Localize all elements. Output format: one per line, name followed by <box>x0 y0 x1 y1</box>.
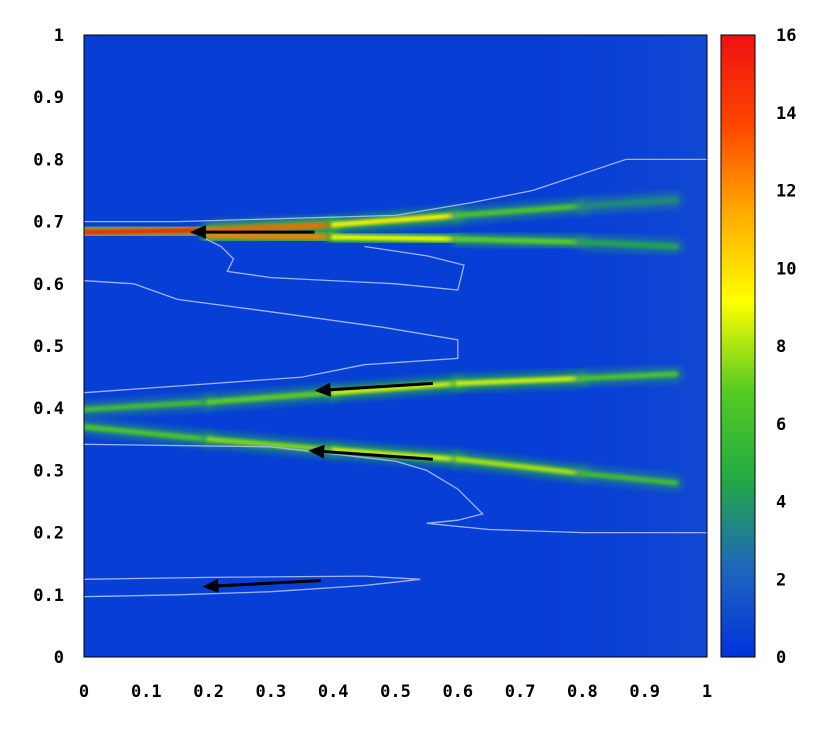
contour-line <box>195 233 465 291</box>
y-tick-label: 0.3 <box>33 461 64 481</box>
x-tick-label: 0.8 <box>567 682 598 702</box>
x-tick-label: 0 <box>79 682 89 702</box>
streak-core <box>455 456 585 477</box>
flow-arrow <box>189 225 315 240</box>
colorbar-tick-label: 8 <box>776 337 786 357</box>
streak-core <box>579 371 679 381</box>
y-axis-ticks: 0 0.1 0.2 0.3 0.4 0.5 0.6 0.7 0.8 0.9 1 <box>33 26 64 668</box>
contour-line <box>84 158 707 223</box>
streak-core <box>455 236 585 245</box>
colorbar-tick-label: 16 <box>776 26 796 46</box>
streak-core <box>84 424 212 442</box>
heatmap-streak <box>84 228 683 254</box>
colorbar-gradient <box>720 34 756 658</box>
heatmap-fade <box>84 35 707 657</box>
streak-core <box>206 390 336 405</box>
streak-core <box>84 399 212 412</box>
x-tick-label: 0.6 <box>442 682 473 702</box>
y-tick-label: 1 <box>54 26 64 46</box>
x-tick-label: 0.1 <box>131 682 162 702</box>
streak-core <box>579 471 679 486</box>
streak-core <box>206 232 336 240</box>
y-tick-label: 0.8 <box>33 150 64 170</box>
heatmap-streak <box>84 366 683 417</box>
x-tick-label: 0.4 <box>318 682 349 702</box>
contour-line <box>84 280 459 394</box>
colorbar-tick-label: 14 <box>776 104 796 124</box>
y-tick-label: 0.1 <box>33 586 64 606</box>
streak-core <box>330 234 461 242</box>
colorbar-tick-label: 0 <box>776 648 786 668</box>
colorbar-tick-label: 12 <box>776 182 796 202</box>
colorbar-tick-label: 4 <box>776 493 786 513</box>
y-tick-label: 0.4 <box>33 399 64 419</box>
y-tick-label: 0.6 <box>33 275 64 295</box>
colorbar-tick-label: 6 <box>776 415 786 435</box>
streak-core <box>330 380 461 396</box>
streak-core <box>455 203 585 218</box>
x-tick-label: 1 <box>702 682 712 702</box>
y-tick-label: 0.7 <box>33 213 64 233</box>
colorbar: 0 2 4 6 8 10 12 14 16 <box>720 26 796 668</box>
streak-core <box>330 447 461 462</box>
streak-core <box>206 436 336 453</box>
streak-core <box>579 239 679 249</box>
flow-arrow <box>308 444 433 461</box>
colorbar-tick-label: 2 <box>776 570 786 590</box>
x-tick-label: 0.7 <box>505 682 536 702</box>
x-tick-label: 0.5 <box>380 682 411 702</box>
contour-line <box>84 575 421 598</box>
y-tick-label: 0.2 <box>33 524 64 544</box>
heatmap-streak <box>84 419 683 490</box>
x-axis-ticks: 0 0.1 0.2 0.3 0.4 0.5 0.6 0.7 0.8 0.9 1 <box>79 682 712 702</box>
x-tick-label: 0.9 <box>629 682 660 702</box>
streak-core <box>330 212 461 228</box>
colorbar-tick-label: 10 <box>776 259 796 279</box>
flow-arrow <box>202 578 321 593</box>
plot-area <box>83 34 708 658</box>
y-tick-label: 0.9 <box>33 88 64 108</box>
x-tick-label: 0.2 <box>193 682 224 702</box>
y-tick-label: 0 <box>54 648 64 668</box>
flow-arrow <box>314 381 433 397</box>
contour-line <box>84 443 707 534</box>
plot-frame <box>83 34 708 658</box>
y-tick-label: 0.5 <box>33 337 64 357</box>
streak-core <box>455 375 585 386</box>
streak-core <box>579 197 679 209</box>
x-tick-label: 0.3 <box>256 682 287 702</box>
